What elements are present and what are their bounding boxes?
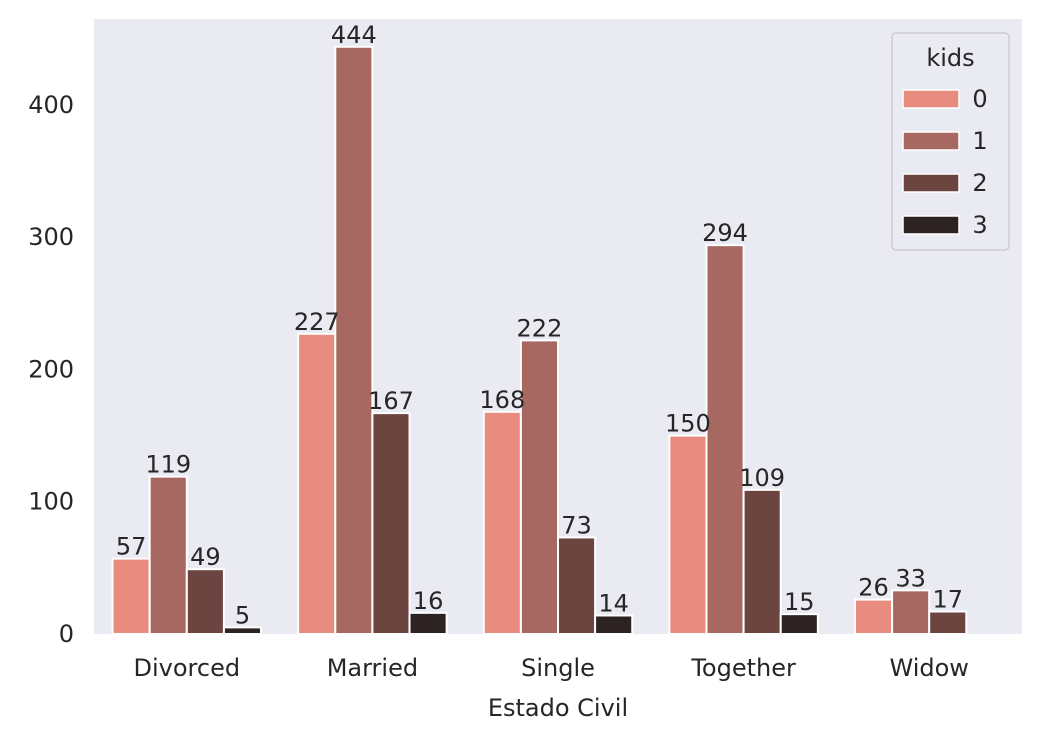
bar <box>371 412 411 635</box>
bar <box>297 332 337 635</box>
bar <box>519 339 560 635</box>
y-axis-ticks: 0 100 200 300 400 <box>28 91 74 648</box>
legend-items: 0 1 2 3 <box>902 85 988 239</box>
y-tick-label: 300 <box>28 223 74 251</box>
legend-label: 0 <box>972 85 987 113</box>
bar <box>891 589 931 636</box>
bar <box>148 475 188 636</box>
bar-value-label: 294 <box>702 219 748 247</box>
bar-value-label: 167 <box>368 387 414 415</box>
x-tick-label: Divorced <box>134 654 241 682</box>
bar-value-label: 26 <box>858 574 889 602</box>
legend-swatch <box>902 131 960 151</box>
bar-value-label: 16 <box>413 587 444 615</box>
bars <box>111 45 968 636</box>
x-axis-title: Estado Civil <box>488 694 628 722</box>
bar <box>779 613 819 636</box>
bar-value-label: 109 <box>739 464 785 492</box>
x-tick-label: Married <box>327 654 418 682</box>
bar <box>408 611 448 635</box>
y-tick-label: 100 <box>28 488 74 516</box>
bar <box>853 598 894 636</box>
bar-value-label: 57 <box>116 533 147 561</box>
x-tick-label: Together <box>690 654 796 682</box>
bar-value-label: 444 <box>331 21 377 49</box>
bar <box>668 434 708 636</box>
legend-label: 1 <box>972 127 987 155</box>
bar-value-label: 49 <box>190 543 221 571</box>
bar <box>742 488 782 635</box>
legend-swatch <box>902 215 960 235</box>
y-tick-label: 200 <box>28 355 74 383</box>
bar-value-label: 17 <box>932 586 963 614</box>
bar-value-label: 222 <box>517 314 563 342</box>
bar-value-label: 5 <box>235 601 250 629</box>
bar-value-label: 168 <box>479 386 525 414</box>
legend-swatch <box>902 89 960 109</box>
bar <box>482 410 522 635</box>
y-tick-label: 0 <box>59 620 74 648</box>
x-tick-label: Single <box>521 654 595 682</box>
bar <box>705 244 745 635</box>
bar-value-label: 73 <box>561 511 592 539</box>
bar-labels: 57 119 49 5 227 444 167 16 168 222 73 14 150 294 109 15… <box>116 21 963 630</box>
bar <box>111 557 151 636</box>
legend-title: kids <box>926 44 974 72</box>
y-tick-label: 400 <box>28 91 74 119</box>
bar <box>928 610 968 635</box>
bar-value-label: 14 <box>598 589 629 617</box>
x-tick-label: Widow <box>889 654 968 682</box>
bar-value-label: 227 <box>294 308 340 336</box>
bar <box>185 568 225 635</box>
x-axis-ticks: Divorced Married Single Together Widow <box>134 654 969 682</box>
legend: kids 0 1 2 3 <box>891 32 1010 251</box>
bar <box>557 536 597 635</box>
bar <box>334 45 374 636</box>
bar-value-label: 15 <box>784 588 815 616</box>
bar <box>594 614 634 636</box>
bar-value-label: 150 <box>665 410 711 438</box>
bar <box>222 626 263 635</box>
legend-label: 2 <box>972 169 987 197</box>
bar-value-label: 119 <box>145 451 191 479</box>
bar-value-label: 33 <box>895 564 926 592</box>
legend-swatch <box>902 173 960 193</box>
legend-label: 3 <box>972 211 987 239</box>
